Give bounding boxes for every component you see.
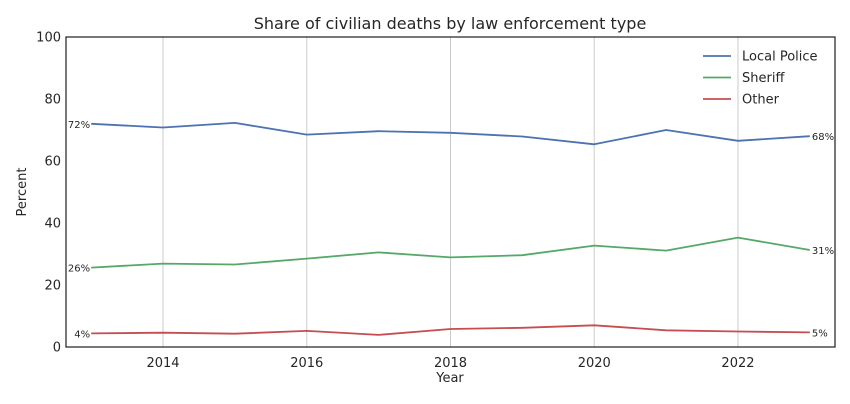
endpoint-labels: 72% 68% 26% 31% 4% 5% — [68, 120, 834, 341]
legend-label-local-police: Local Police — [742, 50, 818, 65]
y-tick-label: 80 — [44, 93, 61, 108]
grid-lines — [162, 37, 739, 347]
legend-label-sheriff: Sheriff — [742, 71, 785, 86]
series-line-local-police — [91, 122, 810, 146]
end-label-sheriff: 31% — [812, 246, 834, 257]
series-lines — [91, 122, 810, 336]
end-label-local-police: 68% — [812, 132, 834, 143]
y-tick-label: 20 — [44, 279, 61, 294]
y-tick-label: 100 — [36, 31, 61, 46]
x-tick-label: 2016 — [290, 356, 323, 371]
start-label-other: 4% — [74, 329, 90, 340]
x-tick-label: 2022 — [721, 356, 754, 371]
y-tick-label: 0 — [53, 341, 61, 356]
series-line-sheriff — [91, 236, 810, 269]
start-label-sheriff: 26% — [68, 264, 90, 275]
x-tick-label: 2020 — [578, 356, 611, 371]
y-tick-label: 40 — [44, 217, 61, 232]
end-label-other: 5% — [812, 328, 828, 339]
start-label-local-police: 72% — [68, 120, 90, 131]
y-tick-label: 60 — [44, 155, 61, 170]
axis-ticks: 2014 2016 2018 2020 2022 0 20 40 60 80 100 — [36, 31, 754, 372]
series-line-other — [91, 324, 810, 336]
chart-title: Share of civilian deaths by law enforcem… — [254, 14, 647, 33]
x-tick-label: 2014 — [146, 356, 179, 371]
legend: Local Police Sheriff Other — [703, 50, 818, 108]
x-tick-label: 2018 — [434, 356, 467, 371]
plot-frame — [65, 36, 836, 348]
legend-label-other: Other — [742, 93, 780, 108]
y-axis-label: Percent — [15, 168, 30, 217]
x-axis-label: Year — [435, 371, 464, 386]
